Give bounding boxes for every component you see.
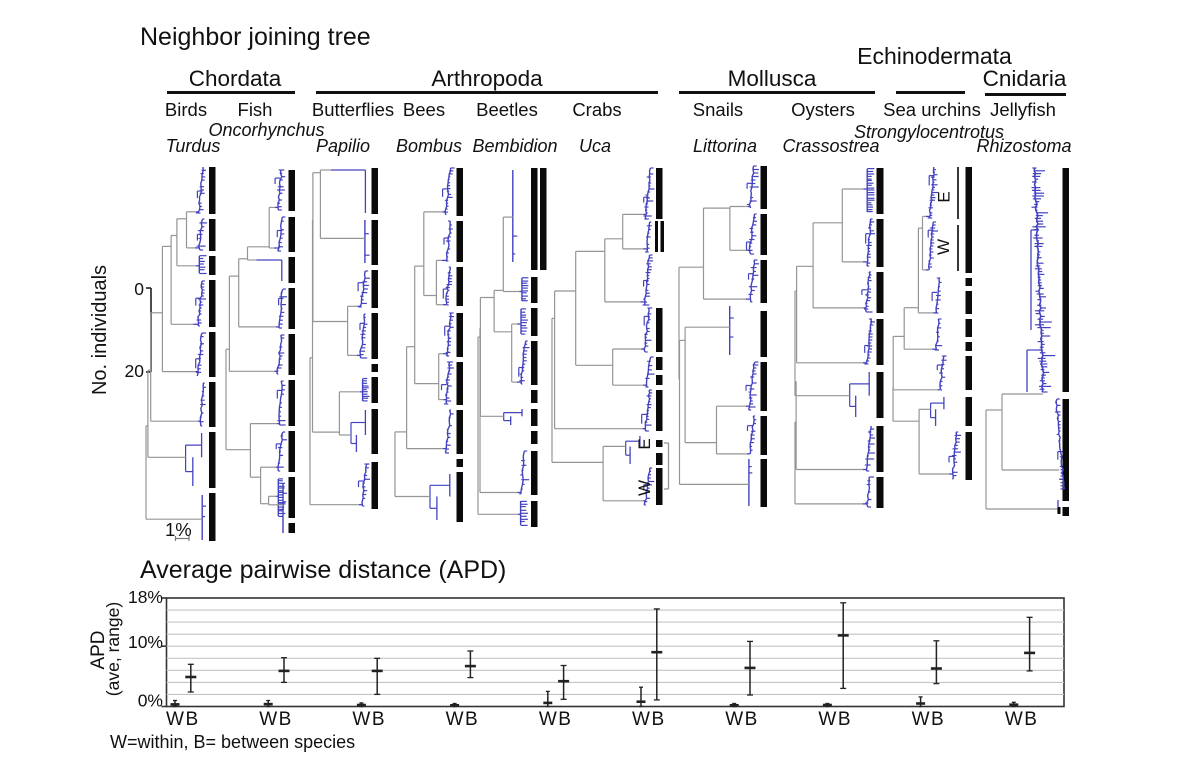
- svg-text:Birds: Birds: [165, 99, 207, 120]
- svg-text:Sea urchins: Sea urchins: [883, 99, 981, 120]
- svg-text:Neighbor joining tree: Neighbor joining tree: [140, 23, 371, 51]
- svg-text:W: W: [725, 709, 743, 730]
- svg-text:No. individuals: No. individuals: [89, 265, 111, 395]
- svg-text:W: W: [166, 709, 184, 730]
- svg-text:APD: APD: [88, 630, 109, 669]
- svg-text:Uca: Uca: [579, 136, 611, 156]
- svg-text:W: W: [934, 239, 953, 255]
- svg-text:W: W: [1005, 709, 1023, 730]
- svg-text:Bembidion: Bembidion: [472, 136, 557, 156]
- svg-text:Oncorhynchus: Oncorhynchus: [208, 120, 324, 140]
- svg-text:Crassostrea: Crassostrea: [782, 136, 879, 156]
- svg-text:W: W: [446, 709, 464, 730]
- svg-text:0: 0: [134, 279, 144, 299]
- svg-text:0%: 0%: [138, 691, 163, 711]
- svg-text:B: B: [745, 709, 758, 730]
- svg-text:E: E: [635, 438, 654, 449]
- svg-text:Beetles: Beetles: [476, 99, 538, 120]
- svg-text:20: 20: [125, 361, 145, 381]
- svg-text:E: E: [935, 191, 954, 202]
- svg-text:W: W: [259, 709, 277, 730]
- svg-text:Jellyfish: Jellyfish: [990, 99, 1056, 120]
- svg-text:Butterflies: Butterflies: [312, 99, 394, 120]
- svg-text:Echinodermata: Echinodermata: [857, 43, 1012, 69]
- svg-text:Strongylocentrotus: Strongylocentrotus: [854, 122, 1004, 142]
- svg-text:W: W: [912, 709, 930, 730]
- svg-text:B: B: [279, 709, 292, 730]
- svg-text:Fish: Fish: [238, 99, 273, 120]
- svg-text:18%: 18%: [128, 587, 163, 607]
- svg-text:Bombus: Bombus: [396, 136, 462, 156]
- svg-text:Chordata: Chordata: [189, 66, 282, 91]
- svg-text:W: W: [632, 709, 650, 730]
- svg-text:W: W: [635, 480, 654, 496]
- svg-text:W: W: [352, 709, 370, 730]
- svg-text:Littorina: Littorina: [693, 136, 757, 156]
- svg-text:Crabs: Crabs: [572, 99, 621, 120]
- svg-text:Cnidaria: Cnidaria: [983, 66, 1067, 91]
- svg-text:B: B: [558, 709, 571, 730]
- svg-text:Snails: Snails: [693, 99, 743, 120]
- svg-text:B: B: [185, 709, 198, 730]
- svg-text:W: W: [539, 709, 557, 730]
- svg-text:Turdus: Turdus: [166, 136, 221, 156]
- svg-text:10%: 10%: [128, 632, 163, 652]
- svg-text:B: B: [838, 709, 851, 730]
- svg-text:B: B: [931, 709, 944, 730]
- svg-text:B: B: [1024, 709, 1037, 730]
- svg-text:Oysters: Oysters: [791, 99, 855, 120]
- svg-text:B: B: [465, 709, 478, 730]
- svg-text:B: B: [651, 709, 664, 730]
- svg-text:(ave, range): (ave, range): [103, 602, 123, 696]
- svg-text:Arthropoda: Arthropoda: [431, 66, 543, 91]
- svg-text:Average pairwise distance (APD: Average pairwise distance (APD): [140, 556, 506, 584]
- svg-text:Bees: Bees: [403, 99, 445, 120]
- svg-text:W: W: [818, 709, 836, 730]
- svg-text:B: B: [372, 709, 385, 730]
- svg-text:Papilio: Papilio: [316, 136, 370, 156]
- svg-text:Rhizostoma: Rhizostoma: [976, 136, 1071, 156]
- svg-text:1%: 1%: [165, 519, 192, 540]
- svg-text:Mollusca: Mollusca: [728, 66, 817, 91]
- svg-text:W=within, B= between species: W=within, B= between species: [110, 732, 355, 752]
